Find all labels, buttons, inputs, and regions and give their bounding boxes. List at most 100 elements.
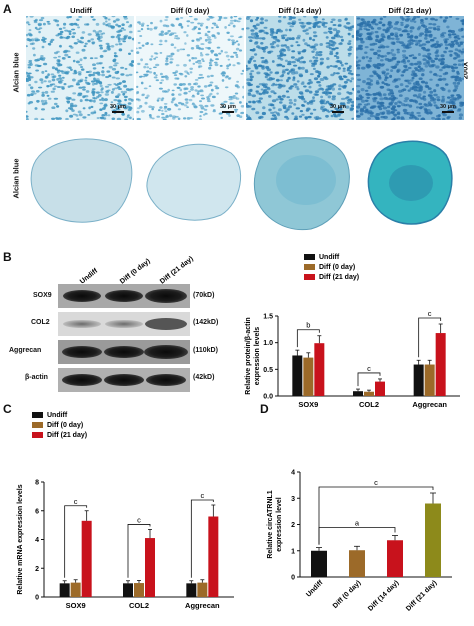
micrograph-diff-14-image	[246, 16, 354, 120]
pellet-diff-0	[146, 143, 242, 221]
chart-d-bar	[311, 550, 327, 577]
chart-c-bar	[145, 538, 155, 597]
blot-protein-beta-actin: β-actin	[25, 374, 48, 381]
scale-bar-diff-21: 30 μm	[440, 104, 456, 113]
chart-b-y-tick-label: 1.0	[263, 340, 273, 347]
chart-c-y-tick-label: 8	[35, 480, 39, 487]
chart-c-significance-label: c	[74, 497, 78, 506]
micrograph-diff-21-image	[356, 16, 464, 120]
chart-b-bar	[424, 364, 435, 396]
chart-b-significance-label: c	[428, 309, 432, 318]
chart-d-x-tick-label: Diff (21 day)	[405, 579, 438, 612]
chart-d-significance-label: a	[355, 519, 360, 528]
micrograph-diff-21	[356, 16, 464, 120]
chart-d-bar	[425, 503, 441, 577]
blot-size-aggrecan: (110kD)	[193, 347, 218, 354]
scale-bar-undiff: 30 μm	[110, 104, 126, 113]
chart-c-y-axis-label: Relative mRNA expression levels	[17, 484, 24, 594]
chart-b-significance-bracket	[357, 372, 381, 387]
western-blot-image	[58, 284, 190, 392]
chart-d-significance-bracket	[318, 486, 434, 545]
chart-c-bar	[134, 583, 144, 597]
chart-d-x-tick-label: Diff (0 day)	[332, 579, 363, 610]
chart-c-bar	[81, 520, 92, 597]
chart-d-significance-label: c	[374, 478, 378, 487]
chart-c-bar	[208, 516, 219, 597]
column-header-diff-14: Diff (14 day)	[278, 6, 322, 15]
chart-b-x-tick-label: SOX9	[298, 400, 318, 409]
chart-b-x-tick-label: COL2	[359, 400, 379, 409]
blot-size-sox9: (70kD)	[193, 292, 215, 299]
chart-c-y-tick-label: 4	[35, 537, 39, 544]
chart-d-y-axis-label: Relative circATRNL1	[267, 490, 274, 558]
column-header-diff-0: Diff (0 day)	[170, 6, 210, 15]
chart-b-significance-label: c	[367, 364, 371, 373]
chart-c-legend-swatch	[32, 432, 43, 438]
chart-c-bar	[197, 582, 208, 597]
chart-b-y-tick-label: 1.5	[263, 314, 273, 321]
micrograph-diff-0	[136, 16, 244, 120]
blot-protein-sox9: SOX9	[33, 292, 52, 299]
panel-letter-d: D	[260, 402, 269, 416]
chart-b-y-axis-label: expression levels	[254, 327, 261, 385]
chart-b-significance-label: b	[306, 321, 310, 330]
chart-b-bar	[375, 381, 385, 396]
row-label-alcian-blue-top: Alcian blue	[11, 52, 21, 93]
chart-c-mrna: 0 2 4 6 8 Relative mRNA expression levels SOX9…	[17, 412, 234, 610]
chart-c-bar	[59, 583, 70, 597]
chart-c-significance-bracket	[127, 524, 151, 578]
chart-c-significance-label: c	[200, 491, 204, 500]
scale-bar-label: 30 μm	[220, 104, 236, 110]
chart-b-y-tick-label: 0.5	[263, 367, 273, 374]
chart-b-y-axis-label: Relative protein/β-actin	[245, 317, 252, 394]
pellet-sections	[30, 137, 453, 231]
chart-d-x-tick-label: Undiff	[305, 579, 325, 599]
chart-d-y-tick-label: 1	[291, 548, 295, 555]
chart-c-significance-bracket	[64, 505, 88, 578]
chart-b-bar	[413, 364, 424, 396]
chart-c-bar	[186, 583, 197, 597]
chart-c-legend-label: Undiff	[47, 412, 68, 419]
chart-c-bar	[70, 582, 81, 597]
chart-b-bar	[314, 343, 325, 396]
blot-lane-label-diff-0: Diff (0 day)	[119, 258, 152, 286]
blot-lane-labels: Undiff Diff (0 day) Diff (21 day)	[79, 255, 195, 286]
chart-c-legend-swatch	[32, 422, 43, 428]
blot-lane-label-undiff: Undiff	[79, 267, 100, 285]
row-label-alcian-blue-bottom: Alcian blue	[11, 158, 21, 199]
chart-b-legend-swatch	[304, 274, 315, 280]
chart-c-x-tick-label: COL2	[129, 601, 149, 610]
blot-protein-col2: COL2	[31, 319, 50, 326]
chart-d-y-tick-label: 4	[291, 470, 295, 477]
chart-d-bar	[387, 540, 403, 577]
chart-b-bar	[364, 391, 374, 396]
chart-b-protein: 0.0 0.5 1.0 1.5 Relative protein/β-actin expr…	[245, 254, 460, 409]
chart-c-legend-label: Diff (0 day)	[47, 422, 83, 429]
chart-c-bar	[123, 583, 133, 597]
blot-protein-aggrecan: Aggrecan	[9, 347, 42, 354]
chart-b-legend-swatch	[304, 254, 315, 260]
scale-bar-label: 30 μm	[110, 104, 126, 110]
panel-letter-c: C	[3, 402, 12, 416]
chart-b-bar	[303, 357, 314, 396]
blot-size-beta-actin: (42kD)	[193, 374, 215, 381]
chart-b-significance-bracket	[296, 329, 320, 348]
chart-b-legend-label: Diff (21 day)	[319, 274, 359, 281]
chart-d-y-tick-label: 0	[291, 575, 295, 582]
chart-b-x-tick-label: Aggrecan	[412, 400, 447, 409]
column-header-undiff: Undiff	[70, 6, 92, 15]
chart-c-legend-label: Diff (21 day)	[47, 432, 87, 439]
chart-c-legend-swatch	[32, 412, 43, 418]
chart-d-y-tick-label: 3	[291, 496, 295, 503]
chart-d-x-tick-label: Diff (14 day)	[367, 579, 400, 612]
blot-lane-label-diff-21: Diff (21 day)	[159, 255, 195, 285]
chart-b-legend-label: Undiff	[319, 254, 340, 261]
chart-c-y-tick-label: 0	[35, 595, 39, 602]
panel-letter-b: B	[3, 250, 12, 264]
chart-b-significance-bracket	[418, 317, 442, 358]
panel-letter-a: A	[3, 2, 12, 16]
chart-b-legend-label: Diff (0 day)	[319, 264, 355, 271]
blot-size-col2: (142kD)	[193, 319, 219, 326]
chart-b-legend-swatch	[304, 264, 315, 270]
micrograph-undiff	[26, 16, 134, 120]
